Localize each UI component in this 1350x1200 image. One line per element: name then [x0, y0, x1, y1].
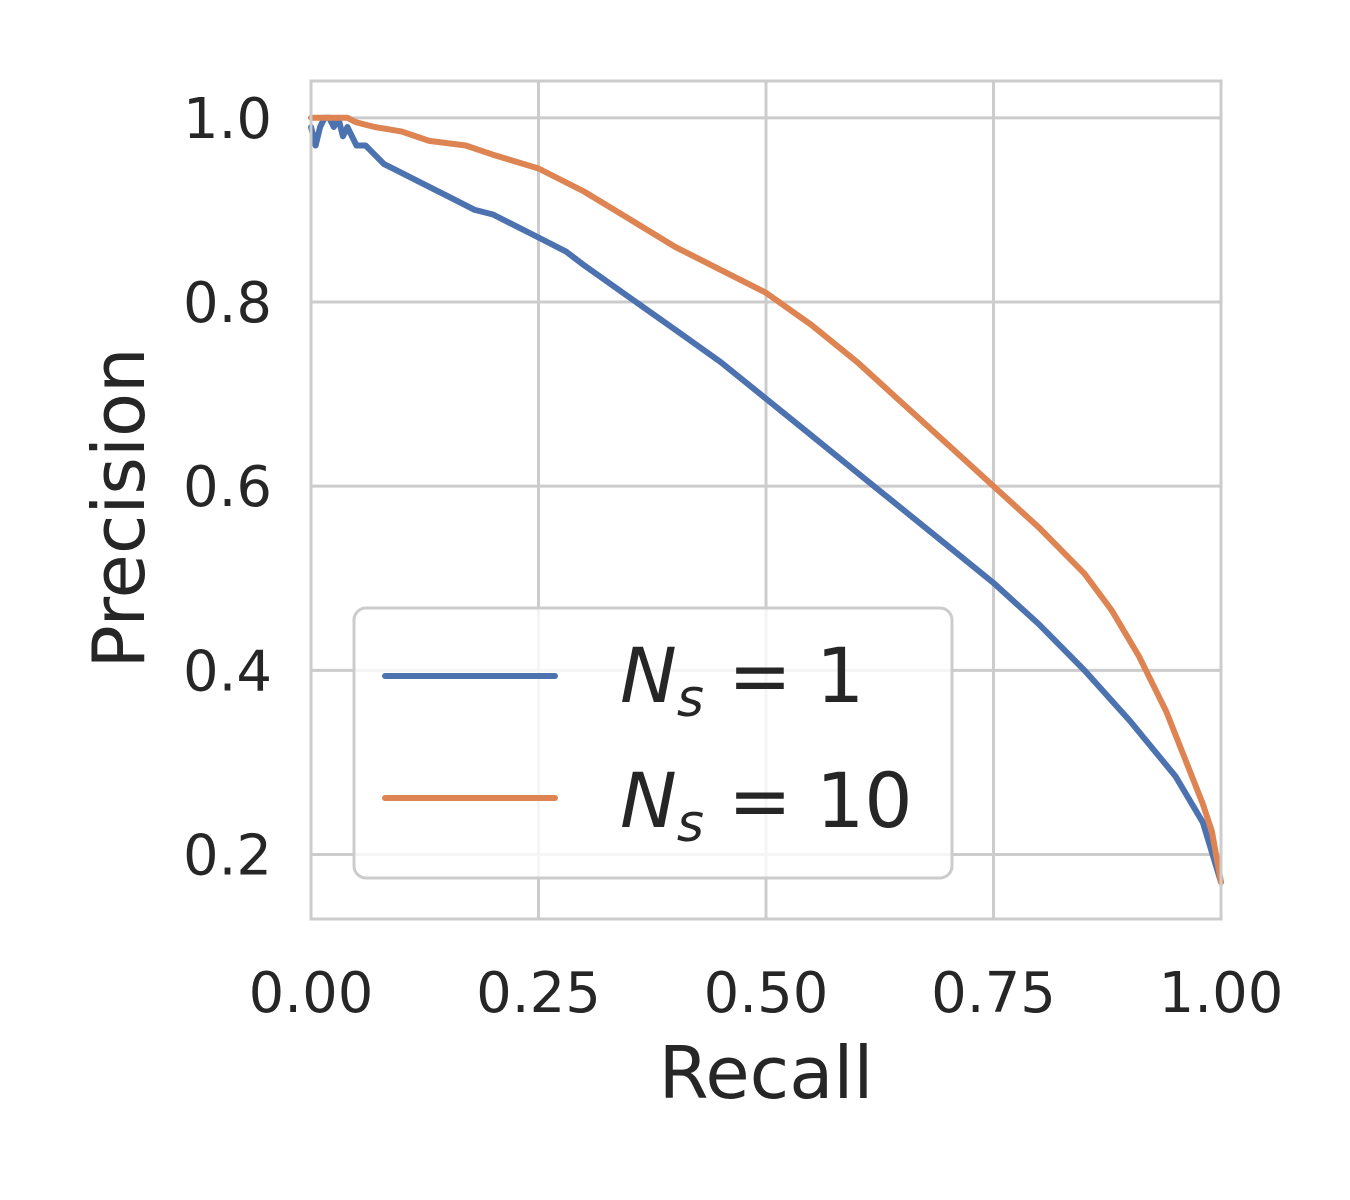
legend-label-ns-10-sub: s — [677, 794, 704, 854]
y-axis-label: Precision — [77, 347, 161, 668]
y-tick-label: 0.2 — [183, 824, 272, 889]
legend-label-ns-1-rest: = 1 — [704, 631, 864, 720]
legend-label-ns-1: Ns = 1 — [620, 631, 864, 729]
x-tick-label: 0.50 — [704, 961, 829, 1026]
x-tick-label: 0.00 — [249, 961, 374, 1026]
y-tick-label: 0.4 — [183, 639, 272, 704]
tick-labels: 0.00 0.25 0.50 0.75 1.00 0.2 0.4 0.6 0.8 1.0 — [183, 87, 1283, 1026]
legend-label-ns-1-sub: s — [677, 669, 704, 729]
legend-label-ns-10-base: N — [620, 756, 677, 845]
series-line-1 — [308, 114, 1224, 886]
x-tick-label: 0.25 — [476, 961, 601, 1026]
legend: Ns = 1 Ns = 10 — [352, 606, 954, 880]
x-tick-label: 1.00 — [1159, 961, 1284, 1026]
y-tick-label: 0.8 — [183, 271, 272, 336]
x-tick-label: 0.75 — [931, 961, 1056, 1026]
legend-label-ns-10: Ns = 10 — [620, 756, 913, 854]
y-tick-label: 1.0 — [183, 87, 272, 152]
x-axis-label: Recall — [659, 1031, 874, 1115]
plot-frame — [309, 79, 1223, 921]
legend-label-ns-10-rest: = 10 — [704, 756, 913, 845]
series-layer — [308, 114, 1224, 886]
legend-label-ns-1-base: N — [620, 631, 677, 720]
y-tick-label: 0.6 — [183, 455, 272, 520]
